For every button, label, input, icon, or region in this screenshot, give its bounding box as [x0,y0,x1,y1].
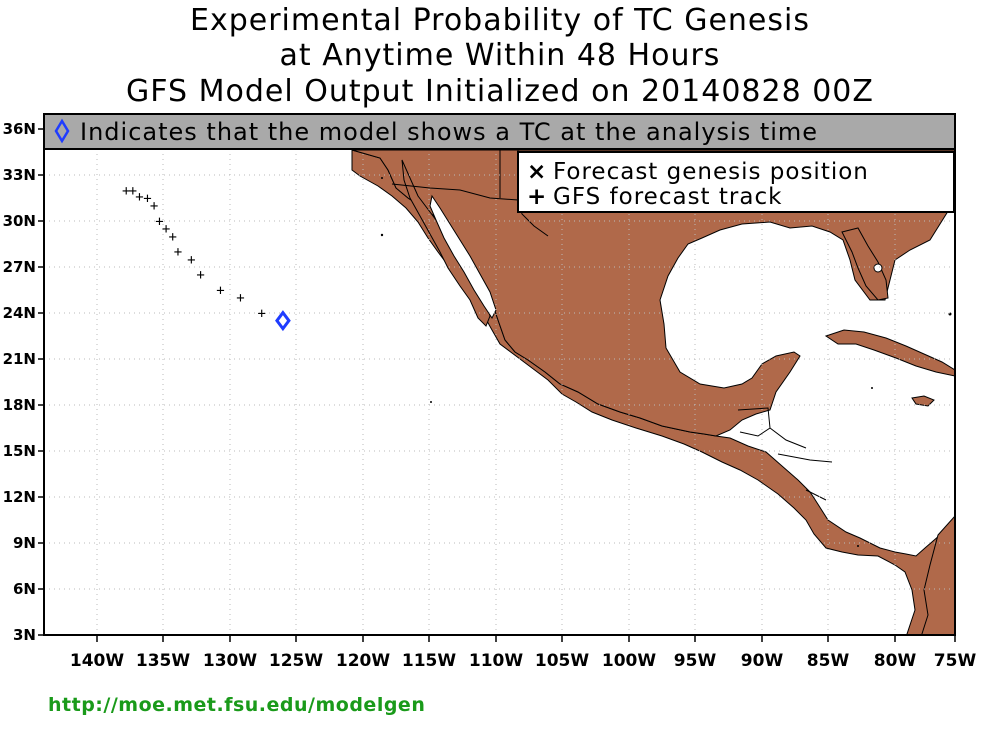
lat-label: 9N [13,534,36,552]
track-point-plus-icon: + [155,214,163,230]
lon-label: 135W [136,651,190,671]
lon-label: 90W [741,651,784,671]
small-islands [380,177,952,547]
lon-label: 125W [269,651,323,671]
lon-label: 85W [807,651,850,671]
lat-label: 15N [3,442,36,460]
track-point-plus-icon: + [143,191,151,207]
banner-diamond-icon [54,118,70,144]
lat-label: 24N [3,304,36,322]
axis-ticks [38,128,956,642]
legend-genesis-label: Forecast genesis position [553,159,869,185]
lon-label: 115W [402,651,456,671]
land-jamaica [911,395,935,407]
footer-url-link[interactable]: http://moe.met.fsu.edu/modelgen [48,694,426,716]
lon-label: 80W [874,651,917,671]
lon-label: 75W [934,651,977,671]
lat-label: 27N [3,258,36,276]
lon-label: 110W [469,651,523,671]
track-point-plus-icon: + [162,222,170,238]
lat-label: 30N [3,212,36,230]
lat-label: 33N [3,166,36,184]
lat-label: 6N [13,580,36,598]
lat-label: 3N [13,626,36,644]
lon-label: 95W [674,651,717,671]
lat-label: 21N [3,350,36,368]
border-us-mexico [391,183,549,237]
track-point-plus-icon: + [135,189,143,205]
lon-label: 105W [535,651,589,671]
lon-label: 120W [336,651,390,671]
lon-label: 130W [203,651,257,671]
title-line-1: Experimental Probability of TC Genesis [190,3,810,38]
lat-label: 36N [3,120,36,138]
track-point-plus-icon: + [150,199,158,215]
lake-okeechobee [873,263,883,273]
grid-lines [44,114,955,635]
track-point-plus-icon: + [236,291,244,307]
tc-analysis-diamond-icon [275,310,291,332]
lon-label: 140W [70,651,124,671]
title-line-3: GFS Model Output Initialized on 20140828… [126,74,874,109]
track-point-plus-icon: + [174,245,182,261]
plot-frame [43,113,956,636]
track-point-plus-icon: + [122,183,130,199]
lat-label: 12N [3,488,36,506]
land-florida [841,227,889,301]
track-point-plus-icon: + [187,252,195,268]
track-plus-icon: + [527,184,547,210]
land-baja [401,159,491,327]
legend-box [517,151,955,213]
forecast-track: +++ ++++++ +++ ++ [122,183,266,322]
land-south-america [921,515,955,635]
title-line-2: at Anytime Within 48 Hours [279,38,721,73]
track-point-plus-icon: + [257,306,265,322]
genesis-x-icon: × [527,159,547,185]
banner-text: Indicates that the model shows a TC at t… [80,118,818,146]
track-point-plus-icon: + [168,229,176,245]
land-cuba [824,329,955,377]
gulf-of-california [429,194,497,319]
track-point-plus-icon: + [216,283,224,299]
track-point-plus-icon: + [196,268,204,284]
border-central-america [737,407,833,501]
lon-label: 100W [602,651,656,671]
lat-label: 18N [3,396,36,414]
track-point-plus-icon: + [129,183,137,199]
legend-track-label: GFS forecast track [553,184,782,210]
